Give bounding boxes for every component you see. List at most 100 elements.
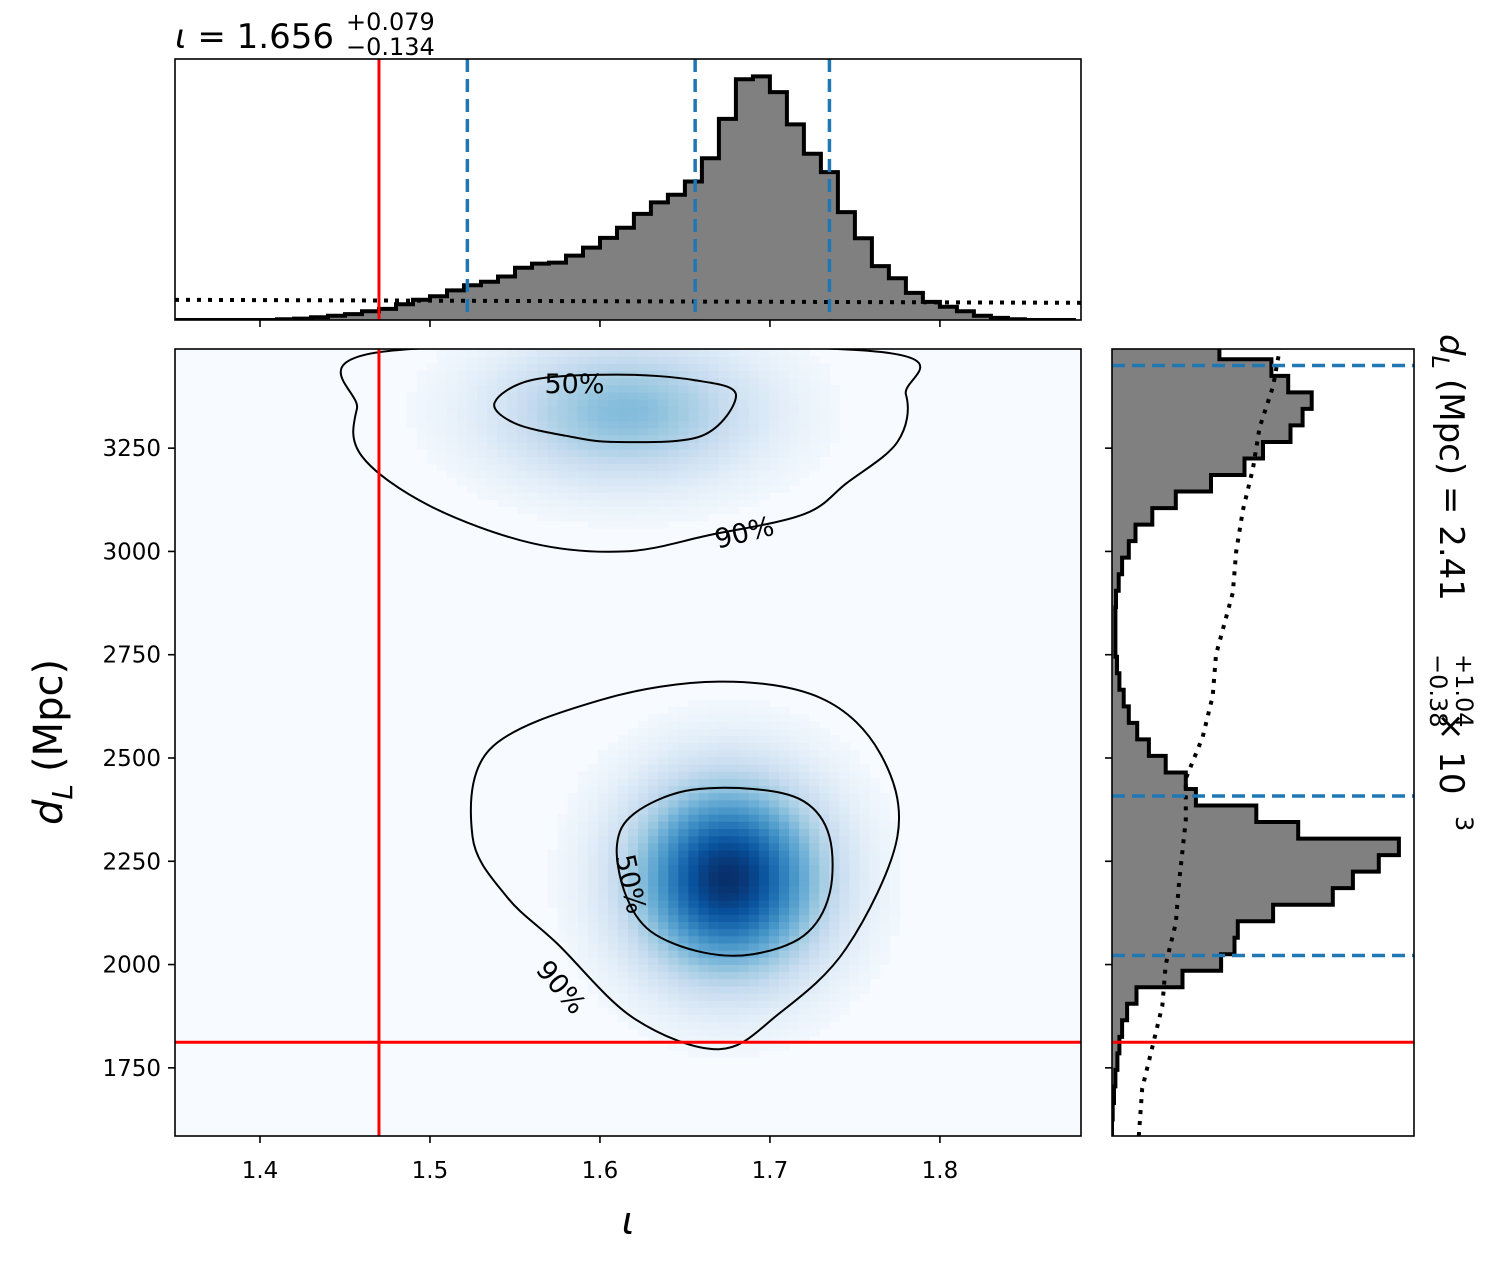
density-cell bbox=[527, 506, 538, 515]
density-cell bbox=[557, 885, 569, 894]
density-cell bbox=[547, 463, 559, 472]
density-cell bbox=[426, 434, 438, 443]
density-cell bbox=[678, 985, 689, 994]
density-cell bbox=[809, 427, 820, 436]
density-cell bbox=[446, 463, 458, 472]
density-cell bbox=[638, 957, 649, 965]
density-cell bbox=[849, 957, 861, 965]
density-cell bbox=[799, 356, 810, 364]
density-cell bbox=[819, 964, 830, 973]
density-cell bbox=[779, 484, 790, 493]
density-cell bbox=[597, 907, 609, 915]
x-param-plus: +0.079 bbox=[346, 8, 435, 36]
density-cell bbox=[708, 921, 720, 930]
density-cell bbox=[879, 814, 891, 822]
density-cell bbox=[789, 971, 800, 980]
density-cell bbox=[617, 849, 629, 858]
density-cell bbox=[648, 384, 659, 393]
density-cell bbox=[668, 749, 679, 758]
density-cell bbox=[497, 406, 508, 414]
density-cell bbox=[688, 971, 700, 980]
density-cell bbox=[587, 456, 599, 465]
density-cell bbox=[879, 878, 891, 887]
density-cell bbox=[648, 799, 659, 808]
density-cell bbox=[567, 406, 579, 414]
density-cell bbox=[829, 391, 840, 400]
density-cell bbox=[748, 699, 760, 708]
density-cell bbox=[789, 1021, 800, 1030]
density-cell bbox=[869, 921, 881, 930]
density-cell bbox=[628, 470, 639, 479]
density-cell bbox=[708, 821, 720, 829]
density-cell bbox=[597, 849, 609, 858]
density-cell bbox=[758, 1035, 770, 1044]
density-cell bbox=[668, 764, 679, 772]
density-cell bbox=[658, 857, 669, 865]
density-cell bbox=[648, 899, 659, 908]
density-cell bbox=[768, 849, 780, 858]
y-tick-label: 3000 bbox=[102, 539, 161, 565]
density-cell bbox=[768, 470, 780, 479]
density-cell bbox=[799, 427, 810, 436]
density-cell bbox=[678, 399, 689, 407]
density-cell bbox=[597, 992, 609, 1001]
density-cell bbox=[819, 427, 830, 436]
density-cell bbox=[557, 499, 569, 507]
density-cell bbox=[819, 449, 830, 457]
density-cell bbox=[869, 806, 881, 815]
density-cell bbox=[607, 978, 619, 987]
density-cell bbox=[638, 806, 649, 815]
density-cell bbox=[527, 463, 538, 472]
density-cell bbox=[718, 921, 730, 930]
density-cell bbox=[718, 978, 730, 987]
density-cell bbox=[577, 499, 589, 507]
density-cell bbox=[698, 442, 710, 450]
density-cell bbox=[718, 828, 730, 837]
density-cell bbox=[829, 957, 840, 965]
density-cell bbox=[527, 442, 538, 450]
density-cell bbox=[789, 771, 800, 779]
density-cell bbox=[789, 399, 800, 407]
density-cell bbox=[738, 442, 750, 450]
density-cell bbox=[668, 842, 679, 851]
density-cell bbox=[758, 878, 770, 887]
density-cell bbox=[577, 470, 589, 479]
density-cell bbox=[658, 756, 669, 765]
density-cell bbox=[567, 878, 579, 887]
density-cell bbox=[628, 377, 639, 386]
density-cell bbox=[678, 713, 689, 722]
density-cell bbox=[597, 749, 609, 758]
density-cell bbox=[758, 950, 770, 958]
density-cell bbox=[779, 470, 790, 479]
density-cell bbox=[799, 778, 810, 787]
density-cell bbox=[768, 721, 780, 729]
density-cell bbox=[537, 442, 549, 450]
density-cell bbox=[436, 434, 448, 443]
density-cell bbox=[718, 1021, 730, 1030]
density-cell bbox=[597, 377, 609, 386]
density-cell bbox=[597, 349, 609, 357]
density-cell bbox=[799, 885, 810, 894]
density-cell bbox=[557, 892, 569, 901]
density-cell bbox=[658, 749, 669, 758]
density-cell bbox=[577, 878, 589, 887]
density-cell bbox=[658, 735, 669, 744]
density-cell bbox=[839, 935, 851, 944]
density-cell bbox=[567, 835, 579, 844]
density-cell bbox=[597, 778, 609, 787]
density-cell bbox=[728, 857, 740, 865]
density-cell bbox=[708, 434, 720, 443]
density-cell bbox=[789, 1035, 800, 1044]
density-cell bbox=[587, 950, 599, 958]
density-cell bbox=[889, 821, 901, 829]
density-cell bbox=[607, 420, 619, 429]
density-cell bbox=[628, 1021, 639, 1030]
density-cell bbox=[779, 928, 790, 937]
density-cell bbox=[698, 1000, 710, 1008]
density-cell bbox=[628, 871, 639, 880]
density-cell bbox=[628, 513, 639, 522]
density-cell bbox=[768, 899, 780, 908]
density-cell bbox=[497, 377, 508, 386]
density-cell bbox=[678, 442, 689, 450]
density-cell bbox=[658, 384, 669, 393]
